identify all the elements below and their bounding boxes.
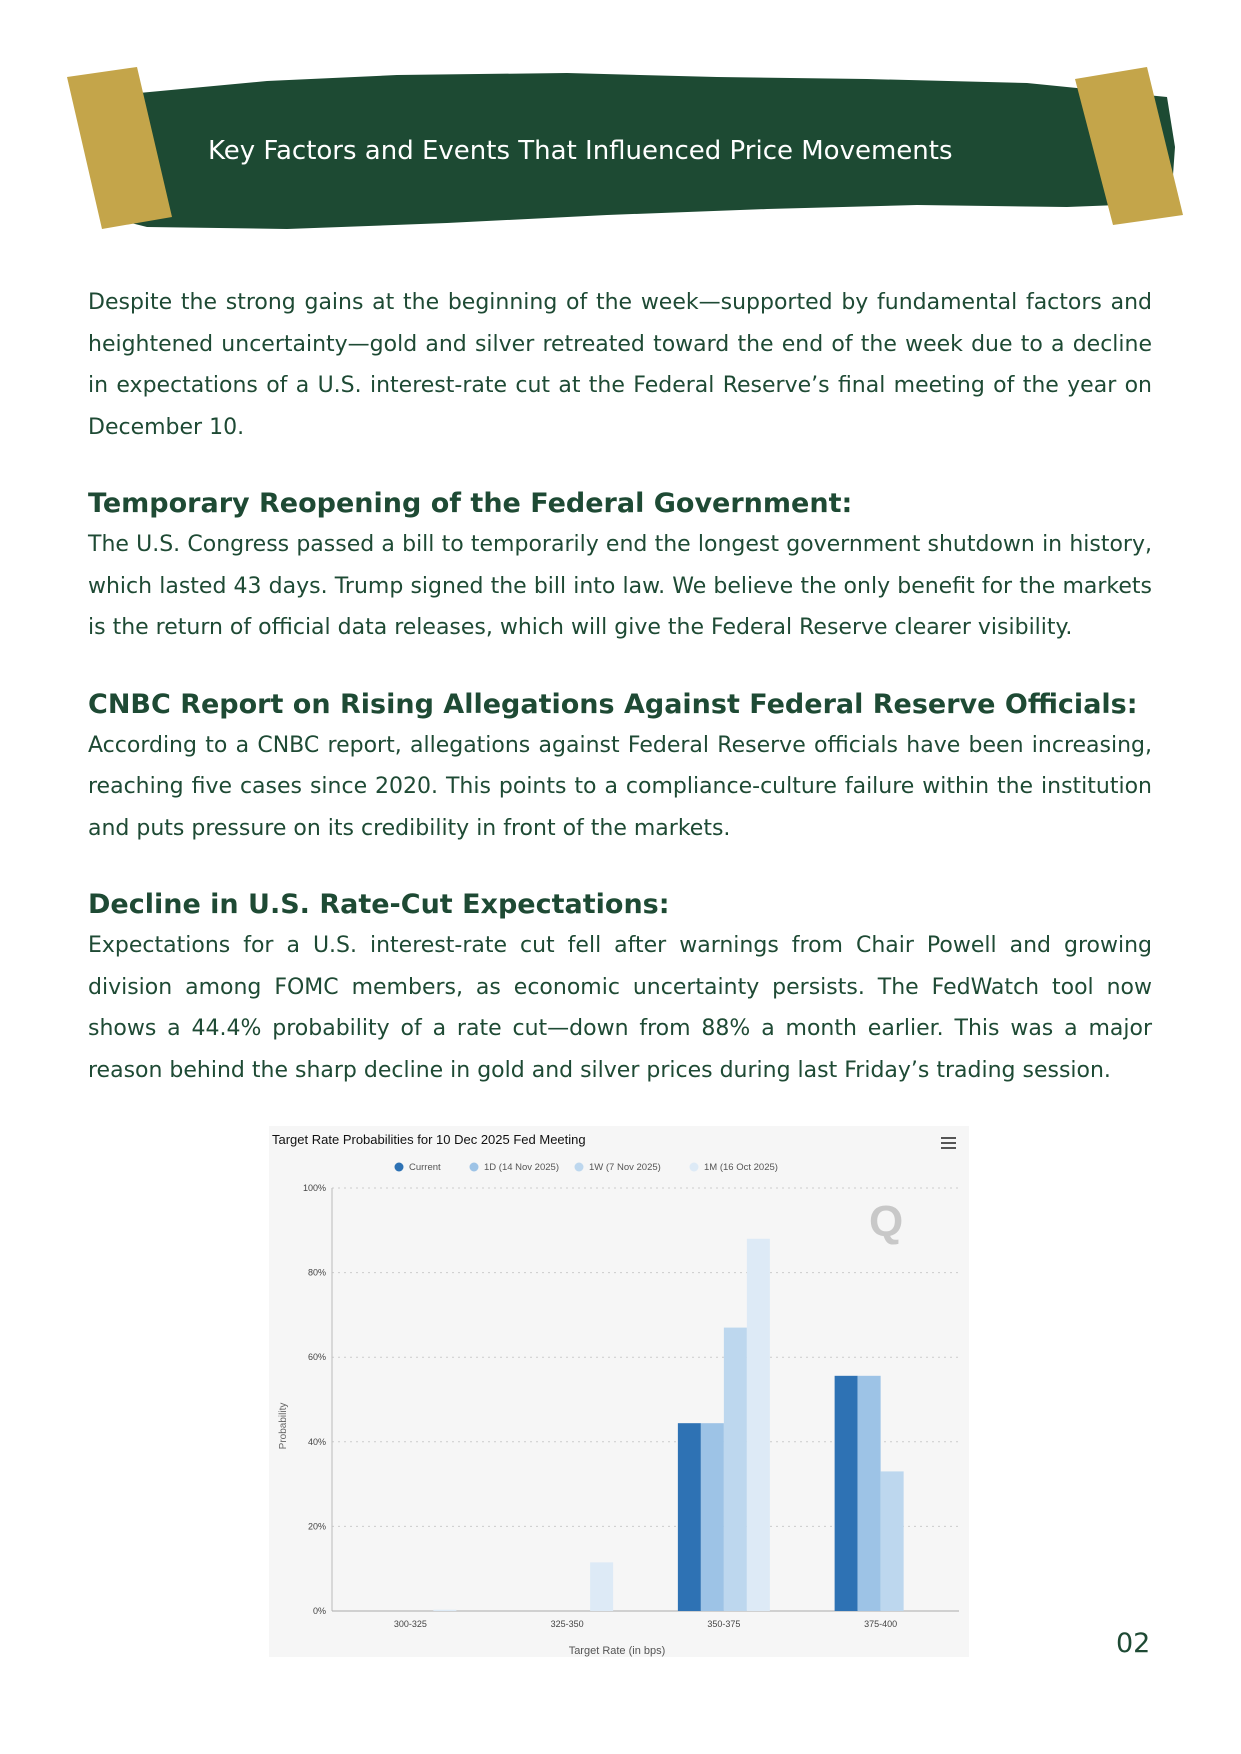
y-tick-label: 100% [303,1183,326,1193]
y-tick-label: 60% [308,1352,326,1362]
intro-paragraph: Despite the strong gains at the beginnin… [88,290,1152,440]
bar [746,1238,770,1611]
fedwatch-chart: Target Rate Probabilities for 10 Dec 202… [269,1126,969,1657]
section-body: Expectations for a U.S. interest-rate cu… [88,933,1152,1083]
legend-item: 1D (14 Nov 2025) [484,1162,559,1173]
section-heading: Decline in U.S. Rate-Cut Expectations: [88,889,670,920]
section-body: The U.S. Congress passed a bill to tempo… [88,532,1152,640]
page-number: 02 [1116,1628,1151,1659]
title-banner [67,67,1183,229]
legend-item: 1W (7 Nov 2025) [589,1162,661,1173]
bar [433,1609,457,1611]
legend-marker [574,1162,584,1172]
bar [700,1423,724,1611]
y-tick-label: 0% [313,1606,326,1616]
x-tick-label: 375-400 [864,1619,897,1629]
x-tick-label: 350-375 [707,1619,740,1629]
watermark-logo: Q [869,1197,903,1246]
x-tick-label: 325-350 [551,1619,584,1629]
svg-text:Q: Q [869,1197,903,1246]
bar [880,1471,904,1611]
tape-left-icon [67,67,172,229]
bar [723,1327,747,1611]
y-tick-label: 80% [308,1268,326,1278]
legend-marker [469,1162,479,1172]
y-tick-label: 20% [308,1521,326,1531]
chart-title: Target Rate Probabilities for 10 Dec 202… [272,1132,586,1147]
legend-item: Current [409,1162,441,1173]
y-axis-label: Probability [278,1403,289,1450]
y-tick-label: 40% [308,1437,326,1447]
section-heading: CNBC Report on Rising Allegations Agains… [88,688,1138,720]
bar [677,1423,701,1611]
x-tick-label: 300-325 [394,1619,427,1629]
bar [857,1375,881,1611]
article: Despite the strong gains at the beginnin… [88,282,1152,1091]
chart-svg: Target Rate Probabilities for 10 Dec 202… [272,1132,959,1657]
section-body: According to a CNBC report, allegations … [88,732,1152,841]
section-heading: Temporary Reopening of the Federal Gover… [88,488,853,519]
bar [590,1562,614,1611]
legend-marker [689,1162,699,1172]
legend-marker [394,1162,404,1172]
legend-item: 1M (16 Oct 2025) [704,1162,778,1173]
banner-title: Key Factors and Events That Influenced P… [208,136,953,166]
x-axis-label: Target Rate (in bps) [569,1645,666,1657]
bar [834,1375,858,1611]
tape-right-icon [1075,67,1183,225]
hamburger-menu-icon[interactable] [941,1137,956,1149]
